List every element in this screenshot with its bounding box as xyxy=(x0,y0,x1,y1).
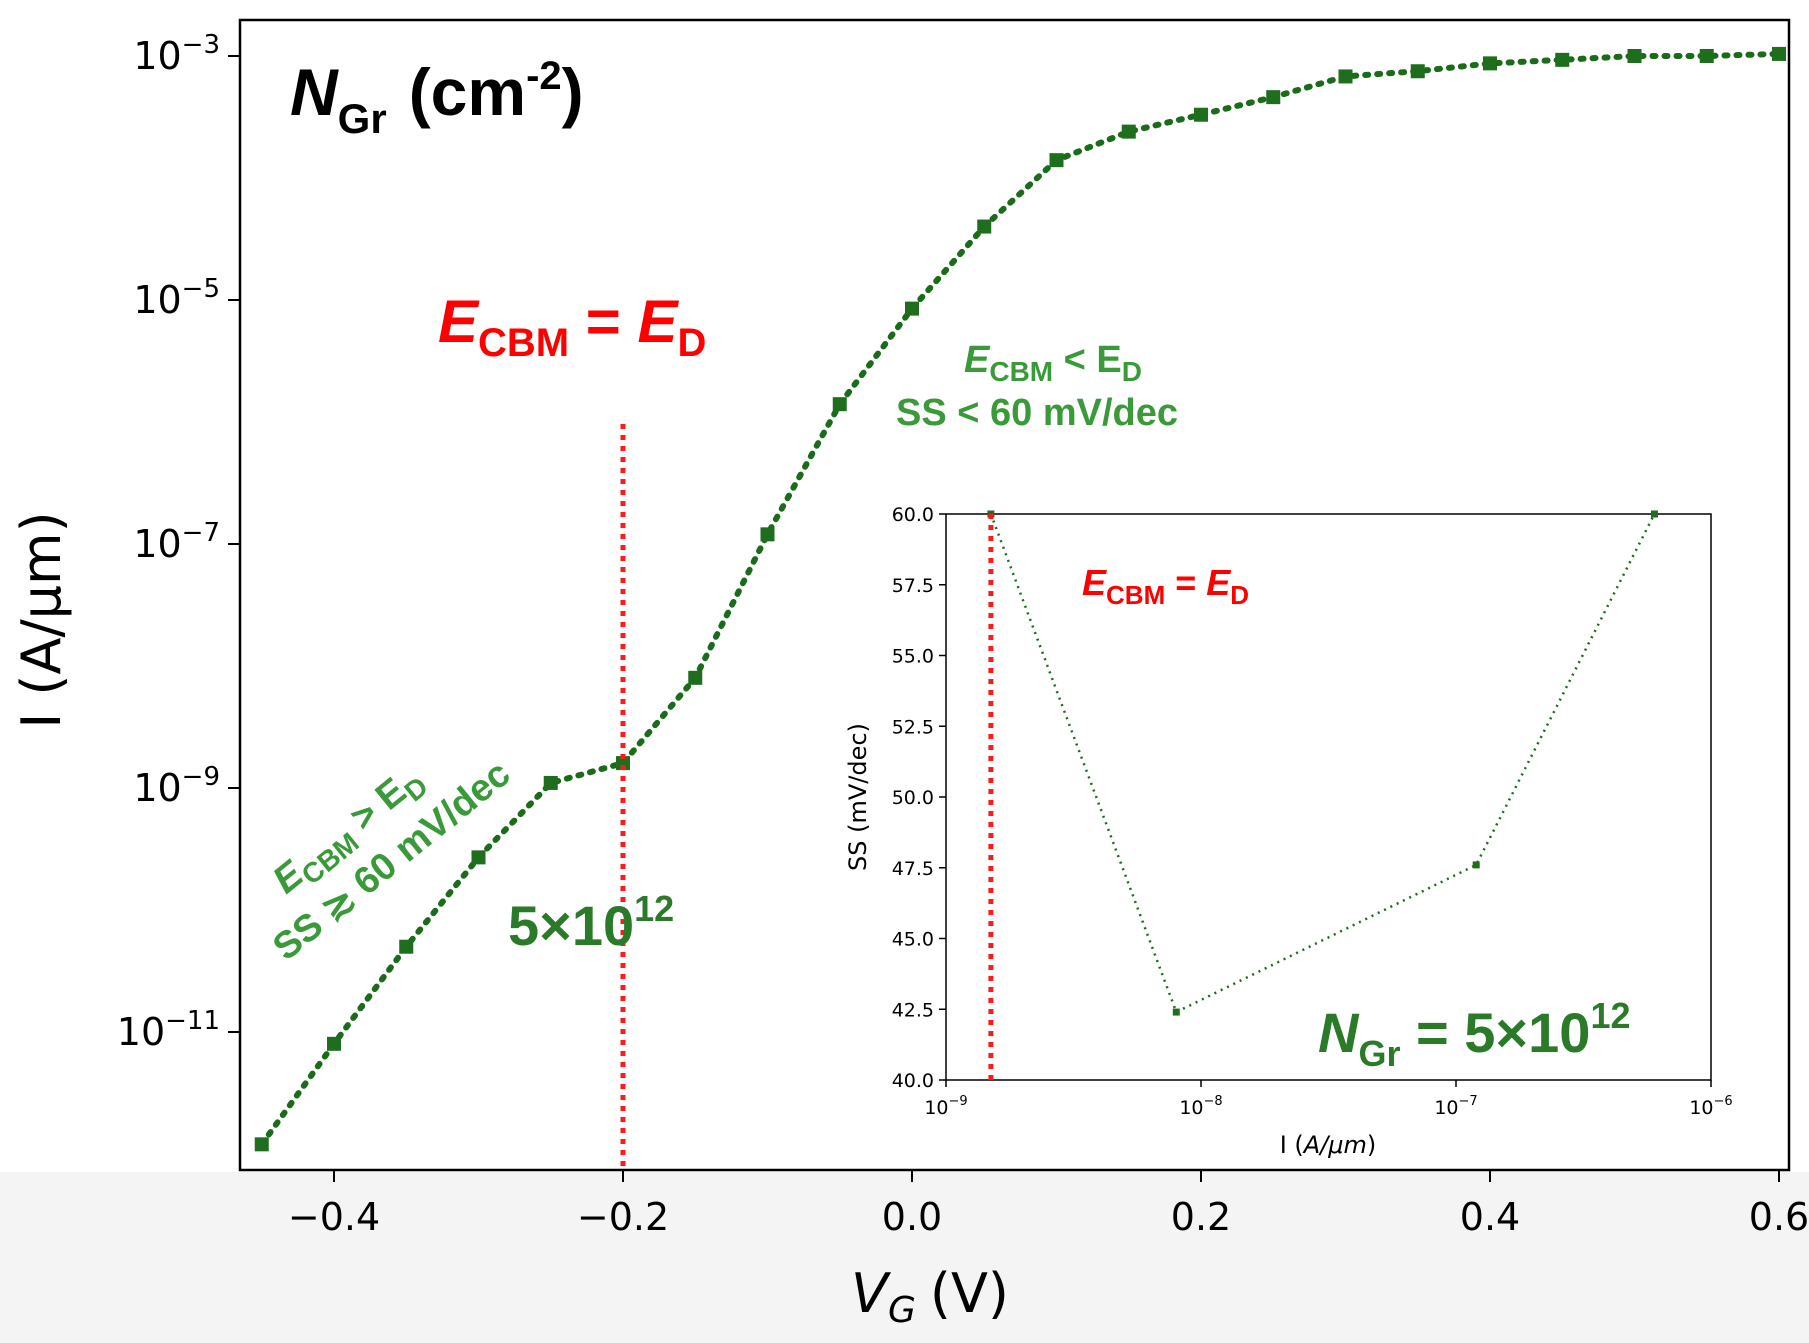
main-y-axis-label: I (A/μm) xyxy=(10,511,73,728)
main-x-ticks: −0.4 −0.2 0.0 0.2 0.4 0.6 xyxy=(288,1170,1809,1239)
main-data-point xyxy=(1483,56,1497,71)
main-data-point xyxy=(1627,49,1642,63)
main-y-tick-label: 10−7 xyxy=(133,518,220,566)
density-label: 5×1012 xyxy=(508,888,674,957)
main-data-point xyxy=(471,850,486,865)
main-title: NGr (cm-2) xyxy=(290,54,584,142)
inset-y-axis-label: SS (mV/dec) xyxy=(844,723,872,871)
inset-vline-label: ECBM = ED xyxy=(1082,562,1249,610)
main-y-tick-label: 10−5 xyxy=(133,274,220,322)
main-data-point xyxy=(1121,124,1136,139)
main-data-point xyxy=(616,756,630,771)
inset-y-tick-label: 47.5 xyxy=(892,858,934,880)
main-data-point xyxy=(1266,90,1281,105)
main-data-point xyxy=(1049,153,1064,168)
inset-ngr-label: NGr = 5×1012 xyxy=(1318,995,1630,1074)
inset-data-point xyxy=(1472,861,1480,869)
region-right-line1: ECBM < ED xyxy=(964,339,1142,387)
inset-data-point xyxy=(1650,510,1658,518)
inset-y-tick-label: 52.5 xyxy=(892,716,934,738)
inset-y-tick-label: 40.0 xyxy=(892,1070,934,1092)
main-data-point xyxy=(977,219,992,234)
main-x-tick-label: 0.2 xyxy=(1171,1195,1231,1239)
inset-y-tick-label: 55.0 xyxy=(892,646,934,668)
inset-y-tick-label: 50.0 xyxy=(892,787,934,809)
main-x-tick-label: −0.4 xyxy=(288,1195,380,1239)
main-vline-label: ECBM = ED xyxy=(438,288,706,365)
main-data-point xyxy=(688,670,703,685)
main-x-axis-label: VG (V) xyxy=(851,1262,1009,1331)
inset-y-tick-label: 57.5 xyxy=(892,575,934,597)
main-y-ticks: 10−3 10−5 10−7 10−9 10−11 xyxy=(117,30,240,1054)
main-data-point xyxy=(254,1137,269,1152)
inset-y-tick-label: 60.0 xyxy=(892,504,934,526)
main-x-tick-label: 0.0 xyxy=(882,1195,942,1239)
main-series xyxy=(254,46,1786,1152)
main-y-tick-label: 10−11 xyxy=(117,1006,220,1054)
main-data-point xyxy=(1699,49,1714,63)
main-data-point xyxy=(1555,52,1570,67)
inset-x-tick-label: 10−6 xyxy=(1689,1094,1732,1119)
inset-x-tick-label: 10−8 xyxy=(1179,1094,1222,1119)
inset-chart: 10−9 10−8 10−7 10−6 40.0 42.5 45.0 47.5 50.0 52.… xyxy=(843,482,1740,1162)
main-data-point xyxy=(399,939,414,954)
main-data-point xyxy=(905,301,919,316)
main-y-tick-label: 10−9 xyxy=(133,762,220,810)
main-data-point xyxy=(1772,46,1786,61)
inset-y-tick-label: 42.5 xyxy=(892,999,934,1021)
main-data-point xyxy=(760,527,775,542)
inset-x-axis-label: I (A/μm) xyxy=(1280,1131,1377,1159)
main-x-tick-label: 0.6 xyxy=(1749,1195,1809,1239)
main-y-tick-label: 10−3 xyxy=(133,30,220,78)
main-data-point xyxy=(1410,64,1425,79)
bottom-band xyxy=(0,1172,1809,1343)
inset-y-ticks: 40.0 42.5 45.0 47.5 50.0 52.5 55.0 57.5 60.0 xyxy=(892,504,946,1092)
inset-x-tick-label: 10−9 xyxy=(924,1094,967,1119)
main-data-point xyxy=(1194,107,1208,122)
main-series-line xyxy=(258,50,1782,1148)
main-data-point xyxy=(543,775,558,790)
inset-data-point xyxy=(1172,1008,1180,1016)
inset-plot-frame xyxy=(945,513,1712,1081)
main-x-tick-label: 0.4 xyxy=(1460,1195,1520,1239)
region-right-line2: SS < 60 mV/dec xyxy=(896,392,1178,434)
inset-y-tick-label: 45.0 xyxy=(892,929,934,951)
main-data-point xyxy=(327,1036,341,1051)
inset-x-tick-label: 10−7 xyxy=(1434,1094,1477,1119)
main-data-point xyxy=(832,397,847,412)
main-data-point xyxy=(1338,69,1353,84)
main-x-tick-label: −0.2 xyxy=(577,1195,669,1239)
inset-x-ticks: 10−9 10−8 10−7 10−6 xyxy=(924,1080,1733,1119)
